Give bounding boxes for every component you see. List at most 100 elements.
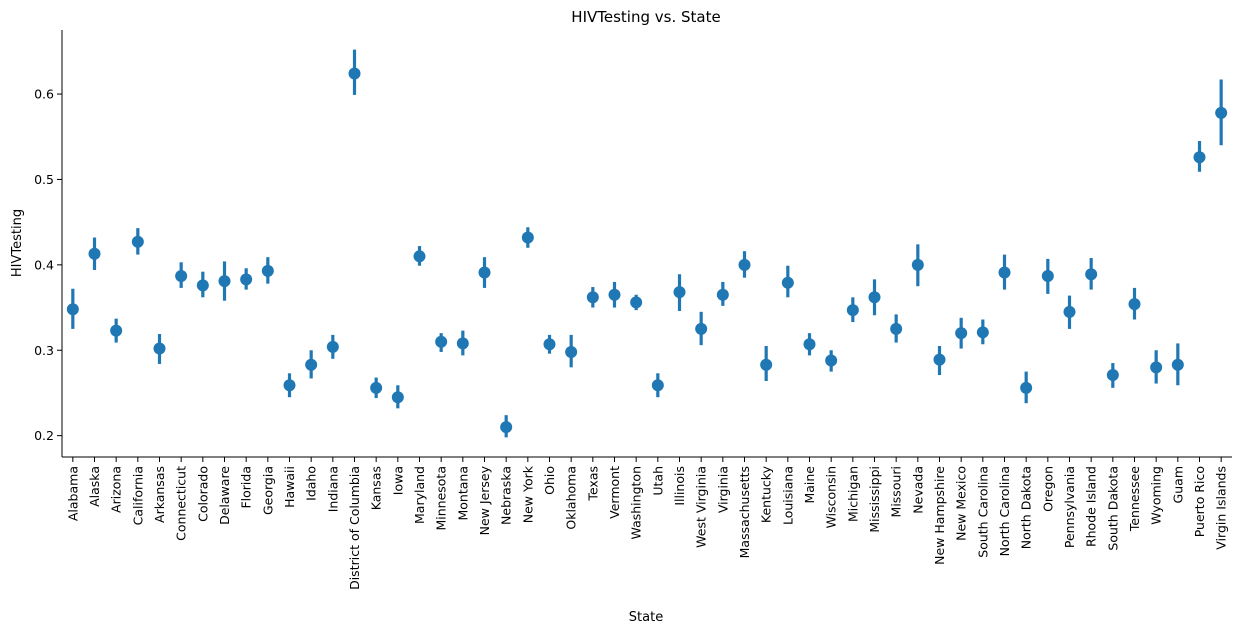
x-tick-label: Georgia — [260, 466, 275, 515]
x-tick-label: Iowa — [390, 466, 405, 495]
data-point — [911, 258, 924, 271]
data-point — [261, 264, 274, 277]
x-tick-label: New York — [520, 465, 535, 523]
data-point — [565, 345, 578, 358]
x-tick-label: Pennsylvania — [1062, 466, 1077, 548]
y-tick-label: 0.4 — [34, 257, 54, 272]
data-point — [673, 286, 686, 299]
x-tick-label: Colorado — [195, 466, 210, 522]
data-marks — [66, 49, 1228, 438]
x-axis-label: State — [629, 610, 663, 625]
x-tick-label: Arkansas — [152, 466, 167, 523]
data-point — [478, 266, 491, 279]
data-point — [933, 353, 946, 366]
data-point — [1063, 305, 1076, 318]
data-point — [890, 322, 903, 335]
y-tick-label: 0.3 — [34, 343, 54, 358]
x-tick-label: Texas — [585, 466, 600, 502]
data-point — [348, 67, 361, 80]
x-tick-label: Connecticut — [174, 466, 189, 541]
x-tick-label: North Carolina — [997, 466, 1012, 556]
x-tick-label: Indiana — [325, 466, 340, 512]
data-point — [1106, 369, 1119, 382]
data-point — [1085, 268, 1098, 281]
x-tick-label: Puerto Rico — [1192, 466, 1207, 537]
x-tick-label: North Dakota — [1019, 466, 1034, 549]
x-tick-label: Kentucky — [759, 465, 774, 523]
x-tick-label: Montana — [455, 466, 470, 521]
data-point — [1128, 298, 1141, 311]
data-point — [283, 379, 296, 392]
x-tick-label: Washington — [629, 466, 644, 539]
x-tick-label: Rhode Island — [1084, 466, 1099, 547]
x-tick-label: Hawaii — [282, 466, 297, 508]
data-point — [1150, 361, 1163, 374]
x-tick-label: Delaware — [217, 466, 232, 525]
x-tick-label: California — [130, 466, 145, 525]
x-tick-label: Virgin Islands — [1214, 466, 1229, 550]
data-point — [955, 327, 968, 340]
x-tick-label: New Hampshire — [932, 466, 947, 565]
y-axis-label: HIVTesting — [10, 209, 25, 277]
data-point — [88, 247, 101, 260]
data-point — [175, 269, 188, 282]
x-tick-label: Oklahoma — [564, 466, 579, 530]
x-tick-label: Nebraska — [499, 466, 514, 525]
data-point — [521, 231, 534, 244]
data-point — [110, 324, 123, 337]
x-tick-label: Arizona — [109, 466, 124, 513]
x-tick-label: West Virginia — [694, 466, 709, 548]
data-point — [131, 235, 144, 248]
x-tick-label: Vermont — [607, 466, 622, 519]
data-point — [435, 335, 448, 348]
x-tick-label: District of Columbia — [347, 466, 362, 590]
x-tick-label: Guam — [1170, 466, 1185, 503]
data-point — [1041, 269, 1054, 282]
y-tick-label: 0.2 — [34, 428, 54, 443]
data-point — [586, 291, 599, 304]
x-tick-label: Missouri — [889, 466, 904, 517]
x-tick-label: Tennessee — [1127, 466, 1142, 532]
data-point — [846, 304, 859, 317]
data-point — [66, 303, 79, 316]
x-tick-label: South Dakota — [1105, 466, 1120, 551]
data-point — [326, 340, 339, 353]
chart-title: HIVTesting vs. State — [571, 8, 720, 26]
x-tick-label: Mississippi — [867, 466, 882, 533]
x-tick-label: Illinois — [672, 466, 687, 506]
data-point — [1171, 358, 1184, 371]
data-point — [630, 296, 643, 309]
x-tick-label: Minnesota — [434, 466, 449, 531]
data-point — [695, 322, 708, 335]
y-axis: 0.2 0.3 0.4 0.5 0.6 — [34, 30, 63, 457]
data-point — [868, 291, 881, 304]
x-tick-label: South Carolina — [975, 466, 990, 558]
x-tick-label: Kansas — [369, 466, 384, 510]
data-point — [1215, 106, 1228, 119]
x-tick-label: Oregon — [1040, 466, 1055, 512]
data-point — [803, 338, 816, 351]
data-point — [153, 342, 166, 355]
x-tick-label: Ohio — [542, 466, 557, 495]
data-point — [825, 354, 838, 367]
data-point — [781, 276, 794, 289]
data-point — [1020, 381, 1033, 394]
data-point — [218, 275, 231, 288]
x-tick-label: Massachusetts — [737, 466, 752, 558]
data-point — [760, 358, 773, 371]
x-tick-label: Alabama — [65, 466, 80, 521]
data-point — [305, 358, 318, 371]
data-point — [651, 379, 664, 392]
data-point — [716, 288, 729, 301]
data-point — [370, 381, 383, 394]
data-point — [738, 258, 751, 271]
data-point — [1193, 151, 1206, 164]
data-point — [500, 421, 513, 434]
data-point — [196, 279, 209, 292]
x-tick-label: Virginia — [715, 466, 730, 513]
x-axis: Alabama Alaska Arizona California Arkansas Co… — [62, 456, 1232, 590]
data-point — [608, 288, 621, 301]
x-tick-label: Maine — [802, 466, 817, 504]
x-tick-label: Wisconsin — [824, 466, 839, 528]
